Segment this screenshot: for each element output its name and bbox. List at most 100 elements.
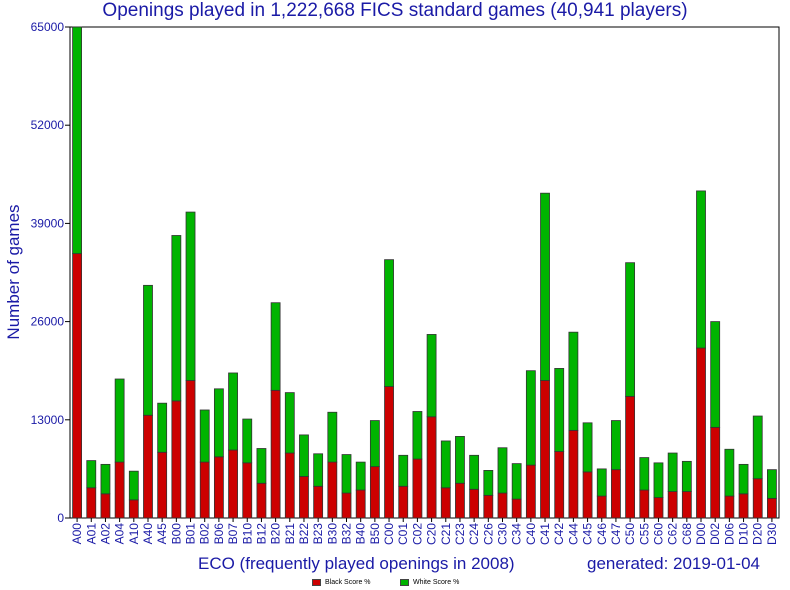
bar-white-B21 xyxy=(284,392,295,454)
bar-white-D06 xyxy=(724,448,735,497)
bar-black-B30 xyxy=(327,461,338,519)
bar-white-A00 xyxy=(72,26,82,255)
x-tick-label: C30 xyxy=(495,523,509,545)
x-tick-label: C55 xyxy=(637,523,651,545)
x-tick-label: B00 xyxy=(169,523,183,545)
bar-black-D02 xyxy=(710,426,721,519)
bar-black-C62 xyxy=(667,491,678,519)
bar-black-A02 xyxy=(100,493,111,519)
bar-white-C42 xyxy=(554,368,565,452)
bar-white-C44 xyxy=(568,331,579,431)
y-tick-label: 52000 xyxy=(31,118,65,132)
x-tick-label: D02 xyxy=(708,523,722,545)
bar-black-C68 xyxy=(681,491,692,519)
x-tick-label: C21 xyxy=(439,523,453,545)
bar-black-C24 xyxy=(469,488,480,519)
x-tick-label: C23 xyxy=(453,523,467,545)
generated-date: generated: 2019-01-04 xyxy=(587,554,760,573)
bar-black-D20 xyxy=(752,478,763,519)
bar-white-B30 xyxy=(327,411,338,463)
x-tick-label: C00 xyxy=(382,523,396,545)
bar-black-D00 xyxy=(696,347,706,519)
y-axis-label: Number of games xyxy=(4,204,23,340)
bar-black-B12 xyxy=(256,482,267,519)
x-tick-label: A45 xyxy=(155,523,169,545)
bar-black-A04 xyxy=(114,461,125,519)
bar-black-B20 xyxy=(270,389,281,519)
x-tick-label: C44 xyxy=(566,523,580,545)
bar-black-B10 xyxy=(242,462,253,519)
bar-black-A01 xyxy=(86,487,97,519)
bar-white-C01 xyxy=(398,454,409,487)
bar-black-B22 xyxy=(299,476,309,519)
bar-black-B23 xyxy=(313,485,324,519)
bar-white-C30 xyxy=(497,447,508,494)
bar-black-A40 xyxy=(143,414,153,519)
legend-label-white: White Score % xyxy=(413,579,460,586)
x-tick-label: D06 xyxy=(722,523,736,545)
bar-white-C62 xyxy=(667,452,678,492)
bar-white-C50 xyxy=(625,262,636,397)
bar-black-C02 xyxy=(412,458,423,519)
bar-white-C45 xyxy=(582,422,593,473)
bar-white-A02 xyxy=(100,463,111,495)
x-tick-label: D30 xyxy=(765,523,779,545)
bar-white-D00 xyxy=(696,190,706,349)
bar-white-C40 xyxy=(525,370,536,466)
x-tick-label: B12 xyxy=(254,523,268,545)
x-tick-label: C47 xyxy=(609,523,623,545)
x-tick-label: B07 xyxy=(226,523,240,545)
x-tick-label: C20 xyxy=(425,523,439,545)
bar-white-A40 xyxy=(143,284,153,416)
bar-white-C23 xyxy=(455,436,465,484)
x-tick-label: D10 xyxy=(737,523,751,545)
x-tick-label: C24 xyxy=(467,523,481,545)
legend-label-black: Black Score % xyxy=(325,579,371,586)
bar-black-C44 xyxy=(568,429,579,519)
y-tick-label: 26000 xyxy=(31,315,65,329)
x-tick-label: C42 xyxy=(552,523,566,545)
legend-item-white: White Score % xyxy=(400,579,459,586)
bar-white-C68 xyxy=(681,460,692,492)
chart-title: Openings played in 1,222,668 FICS standa… xyxy=(102,0,688,21)
bar-white-A04 xyxy=(114,378,125,463)
x-tick-label: B21 xyxy=(283,523,297,545)
x-tick-label: C41 xyxy=(538,523,552,545)
bar-black-C30 xyxy=(497,492,508,519)
bar-black-C20 xyxy=(426,416,437,519)
bar-white-B10 xyxy=(242,418,253,464)
bar-white-B40 xyxy=(355,461,366,491)
bar-black-A45 xyxy=(157,451,168,519)
bar-black-D06 xyxy=(724,495,735,519)
x-tick-label: A10 xyxy=(127,523,141,545)
bar-black-B01 xyxy=(185,380,196,519)
bar-black-C60 xyxy=(653,497,664,519)
x-tick-label: B23 xyxy=(311,523,325,545)
y-tick-label: 0 xyxy=(57,511,64,525)
x-tick-label: C40 xyxy=(524,523,538,545)
bar-white-C41 xyxy=(540,192,550,381)
x-tick-label: B40 xyxy=(354,523,368,545)
x-tick-label: D00 xyxy=(694,523,708,545)
bar-white-C24 xyxy=(469,454,480,490)
y-tick-label: 39000 xyxy=(31,216,65,230)
bar-black-B32 xyxy=(341,492,352,519)
x-tick-label: C68 xyxy=(680,523,694,545)
bar-white-B32 xyxy=(341,454,352,494)
plot-frame xyxy=(69,26,780,519)
bar-black-A00 xyxy=(72,253,82,519)
bar-white-A01 xyxy=(86,460,97,489)
x-tick-label: C01 xyxy=(396,523,410,545)
x-tick-label: B10 xyxy=(240,523,254,545)
x-tick-label: B50 xyxy=(368,523,382,545)
bar-black-C40 xyxy=(525,464,536,519)
bar-white-C34 xyxy=(511,463,522,500)
x-tick-label: B01 xyxy=(184,523,198,545)
bar-black-B07 xyxy=(228,449,238,519)
bar-black-D30 xyxy=(767,497,777,519)
bar-black-C46 xyxy=(596,495,607,519)
legend-swatch-white xyxy=(400,579,409,586)
bar-black-C23 xyxy=(455,482,465,519)
bar-black-B06 xyxy=(213,456,224,519)
